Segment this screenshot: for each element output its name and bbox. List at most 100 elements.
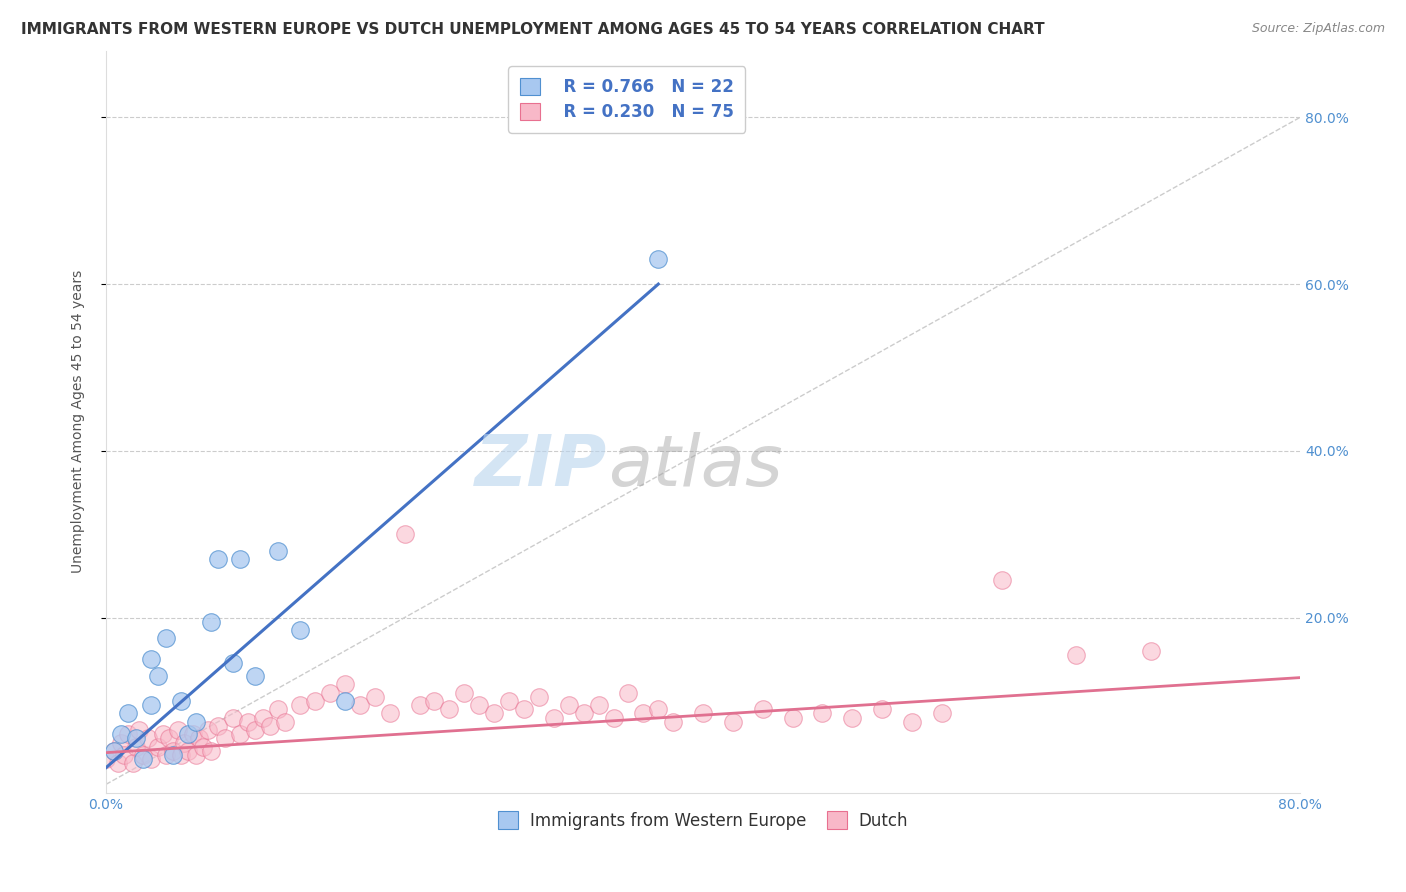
Point [588, 698, 610, 712]
Point [513, 702, 536, 716]
Point [162, 744, 184, 758]
Legend: Immigrants from Western Europe, Dutch: Immigrants from Western Europe, Dutch [492, 805, 914, 837]
Point [752, 702, 775, 716]
Point [157, 731, 180, 746]
Point [259, 719, 281, 733]
Point [197, 723, 219, 738]
Point [394, 527, 416, 541]
Point [117, 706, 139, 721]
Point [166, 723, 188, 738]
Text: atlas: atlas [607, 432, 782, 500]
Point [155, 748, 177, 763]
Point [184, 748, 207, 763]
Point [319, 685, 342, 699]
Point [870, 702, 893, 716]
Point [148, 739, 170, 754]
Point [990, 573, 1012, 587]
Point [304, 694, 326, 708]
Point [207, 719, 229, 733]
Point [112, 748, 135, 763]
Point [200, 744, 222, 758]
Point [148, 669, 170, 683]
Point [222, 657, 245, 671]
Point [214, 731, 236, 746]
Point [107, 756, 129, 771]
Point [245, 723, 267, 738]
Point [177, 727, 200, 741]
Point [184, 714, 207, 729]
Point [439, 702, 461, 716]
Point [453, 685, 475, 699]
Point [662, 714, 685, 729]
Point [139, 652, 162, 666]
Point [1064, 648, 1087, 662]
Point [692, 706, 714, 721]
Point [229, 727, 252, 741]
Point [187, 731, 209, 746]
Point [811, 706, 834, 721]
Point [103, 744, 125, 758]
Point [245, 669, 267, 683]
Point [482, 706, 505, 721]
Point [170, 748, 193, 763]
Point [252, 711, 274, 725]
Point [378, 706, 401, 721]
Point [841, 711, 863, 725]
Point [200, 615, 222, 629]
Point [931, 706, 953, 721]
Point [103, 744, 125, 758]
Point [633, 706, 655, 721]
Point [498, 694, 520, 708]
Point [222, 711, 245, 725]
Point [423, 694, 446, 708]
Point [139, 752, 162, 766]
Point [527, 690, 550, 704]
Point [1140, 644, 1163, 658]
Point [94, 752, 117, 766]
Point [349, 698, 371, 712]
Point [617, 685, 640, 699]
Text: IMMIGRANTS FROM WESTERN EUROPE VS DUTCH UNEMPLOYMENT AMONG AGES 45 TO 54 YEARS C: IMMIGRANTS FROM WESTERN EUROPE VS DUTCH … [21, 22, 1045, 37]
Point [229, 552, 252, 566]
Point [132, 752, 155, 766]
Point [191, 739, 214, 754]
Point [117, 727, 139, 741]
Point [155, 632, 177, 646]
Point [543, 711, 565, 725]
Point [782, 711, 804, 725]
Point [572, 706, 595, 721]
Point [125, 739, 148, 754]
Point [122, 756, 145, 771]
Point [602, 711, 624, 725]
Point [267, 702, 290, 716]
Point [177, 744, 200, 758]
Y-axis label: Unemployment Among Ages 45 to 54 years: Unemployment Among Ages 45 to 54 years [72, 270, 86, 574]
Text: ZIP: ZIP [475, 432, 607, 500]
Point [128, 723, 150, 738]
Point [173, 736, 195, 750]
Point [110, 736, 132, 750]
Point [236, 714, 259, 729]
Point [364, 690, 387, 704]
Point [408, 698, 430, 712]
Point [181, 727, 204, 741]
Point [333, 677, 356, 691]
Point [558, 698, 581, 712]
Point [170, 694, 193, 708]
Point [152, 727, 174, 741]
Point [647, 702, 669, 716]
Point [132, 748, 155, 763]
Point [333, 694, 356, 708]
Point [901, 714, 924, 729]
Point [468, 698, 491, 712]
Point [288, 698, 311, 712]
Point [207, 552, 229, 566]
Point [267, 544, 290, 558]
Point [139, 698, 162, 712]
Point [136, 731, 159, 746]
Point [647, 252, 669, 266]
Point [125, 731, 148, 746]
Point [288, 623, 311, 637]
Point [162, 748, 184, 763]
Point [721, 714, 744, 729]
